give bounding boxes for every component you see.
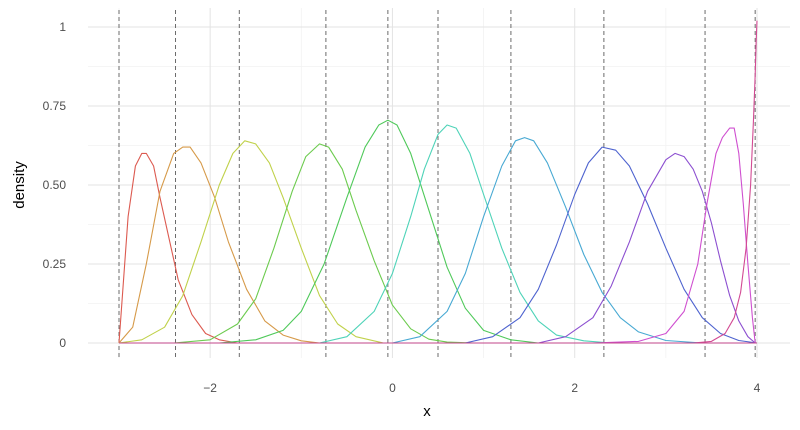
density-line-8: [465, 146, 758, 344]
x-tick-label: −2: [203, 381, 217, 395]
y-tick-label: 0.75: [43, 99, 67, 113]
density-line-3: [118, 140, 384, 344]
x-axis-ticks: −2 0 2 4: [203, 381, 760, 395]
y-axis-title: density: [11, 161, 28, 209]
x-tick-label: 0: [389, 381, 396, 395]
y-tick-label: 0.50: [43, 178, 67, 192]
x-tick-label: 2: [571, 381, 578, 395]
y-tick-label: 0: [59, 336, 66, 350]
density-line-1: [118, 152, 238, 344]
y-axis-ticks: 0 0.25 0.50 0.75 1: [43, 20, 67, 350]
density-line-11: [693, 20, 758, 344]
x-axis-title: x: [423, 403, 431, 420]
density-line-9: [538, 152, 756, 344]
y-tick-label: 1: [59, 20, 66, 34]
x-tick-label: 4: [754, 381, 761, 395]
density-series: [118, 20, 758, 344]
density-line-2: [118, 146, 320, 344]
y-tick-label: 0.25: [43, 257, 67, 271]
density-line-5: [219, 119, 539, 344]
density-line-7: [392, 137, 703, 344]
density-line-6: [319, 124, 612, 344]
density-line-4: [173, 143, 475, 344]
